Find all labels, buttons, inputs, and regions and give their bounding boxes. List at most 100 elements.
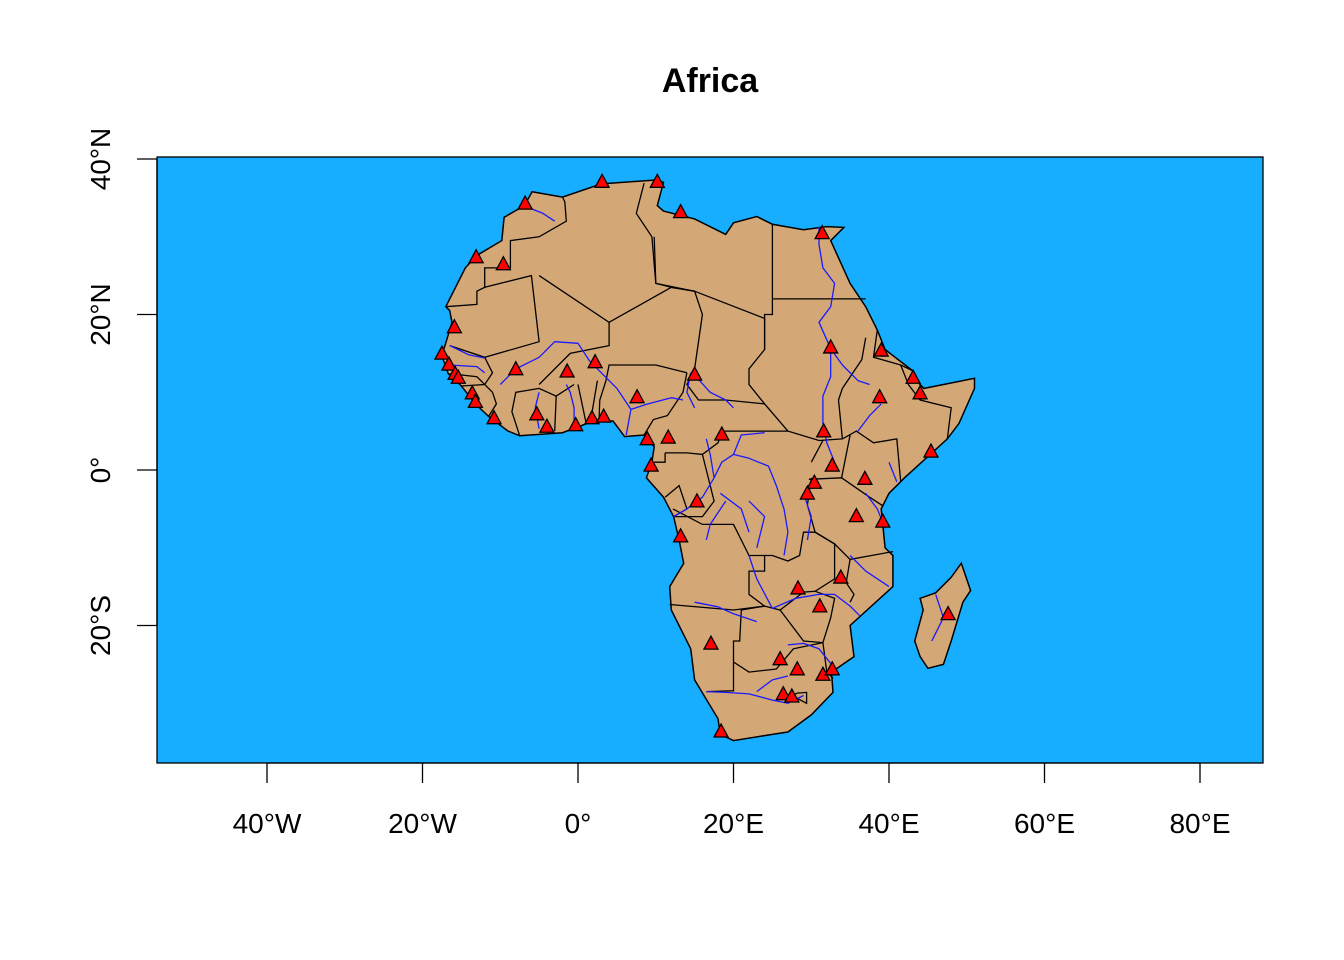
country-border	[653, 236, 695, 292]
city-marker	[874, 512, 891, 528]
city-marker	[832, 568, 849, 584]
x-tick-label: 80°E	[1169, 808, 1230, 839]
river	[565, 384, 575, 428]
city-marker	[856, 469, 873, 485]
city-marker	[587, 353, 604, 369]
y-tick-label: 0°	[85, 457, 116, 484]
country-border	[449, 274, 540, 358]
y-axis: 40°N 20°N 0° 20°S	[85, 128, 158, 656]
city-marker	[440, 355, 458, 371]
country-border	[654, 452, 666, 463]
x-tick-label: 20°W	[388, 808, 457, 839]
y-tick-label: 40°N	[85, 128, 116, 191]
city-marker	[912, 384, 929, 400]
city-marker	[712, 722, 730, 738]
country-border	[577, 384, 587, 422]
city-marker	[873, 341, 890, 357]
y-tick-label: 20°S	[85, 595, 116, 656]
city-marker	[688, 492, 706, 508]
city-marker	[583, 409, 601, 425]
city-marker	[922, 442, 940, 458]
city-marker	[702, 634, 720, 650]
city-marker	[538, 417, 555, 433]
city-marker	[517, 194, 534, 210]
river	[802, 493, 812, 541]
city-markers	[433, 172, 957, 738]
city-marker	[495, 255, 512, 271]
city-marker	[905, 368, 922, 384]
x-axis: 40°W 20°W 0° 20°E 40°E 60°E 80°E	[233, 762, 1231, 839]
country-border	[845, 559, 855, 603]
city-marker	[713, 425, 730, 441]
city-marker	[686, 365, 703, 381]
city-marker	[639, 430, 656, 446]
river	[849, 555, 890, 588]
city-marker	[594, 172, 611, 188]
city-marker	[815, 422, 832, 438]
river	[748, 500, 766, 548]
river	[787, 642, 833, 665]
country-border	[665, 430, 788, 456]
city-marker	[672, 527, 689, 543]
river	[748, 555, 861, 617]
city-marker	[806, 473, 823, 489]
country-border	[806, 477, 894, 561]
country-border	[538, 275, 610, 385]
country-border	[686, 368, 902, 482]
river	[449, 345, 485, 359]
city-marker	[814, 224, 831, 240]
country-border	[872, 329, 913, 372]
city-marker	[811, 597, 828, 613]
city-marker	[871, 388, 888, 404]
country-border	[900, 364, 952, 439]
map-title: Africa	[662, 62, 759, 100]
city-marker	[848, 507, 865, 523]
city-marker	[824, 660, 841, 676]
city-marker	[629, 388, 646, 404]
river	[857, 403, 882, 432]
country-borders	[445, 182, 952, 705]
country-border	[672, 508, 767, 693]
country-border	[555, 383, 575, 397]
country-border	[669, 603, 765, 611]
country-border	[461, 357, 494, 387]
city-marker	[789, 579, 807, 595]
country-border	[779, 590, 836, 644]
country-border	[509, 196, 567, 255]
river	[705, 500, 727, 541]
city-marker	[822, 338, 839, 354]
country-border	[449, 372, 498, 417]
city-marker	[799, 484, 816, 500]
city-marker	[789, 660, 806, 676]
river	[756, 675, 789, 693]
country-border	[643, 372, 688, 436]
city-marker	[642, 456, 660, 472]
x-tick-label: 40°W	[233, 808, 302, 839]
city-marker	[567, 416, 584, 432]
river	[449, 364, 486, 374]
country-border	[511, 387, 557, 437]
river	[694, 601, 758, 623]
city-marker	[595, 407, 612, 423]
country-border	[598, 364, 688, 422]
country-border	[791, 691, 808, 705]
river	[732, 432, 765, 455]
city-marker	[467, 392, 484, 409]
city-marker	[775, 685, 792, 701]
river	[534, 392, 540, 429]
city-marker	[450, 368, 467, 384]
y-tick-label: 20°N	[85, 283, 116, 346]
city-marker	[660, 428, 677, 444]
city-marker	[433, 344, 451, 360]
city-marker	[507, 360, 524, 376]
city-marker	[940, 605, 957, 621]
river	[888, 461, 898, 482]
city-marker	[772, 650, 789, 666]
river	[630, 397, 684, 411]
city-marker	[446, 318, 463, 334]
river	[830, 348, 870, 386]
river	[719, 492, 750, 533]
river	[499, 341, 632, 436]
x-tick-label: 0°	[565, 808, 592, 839]
